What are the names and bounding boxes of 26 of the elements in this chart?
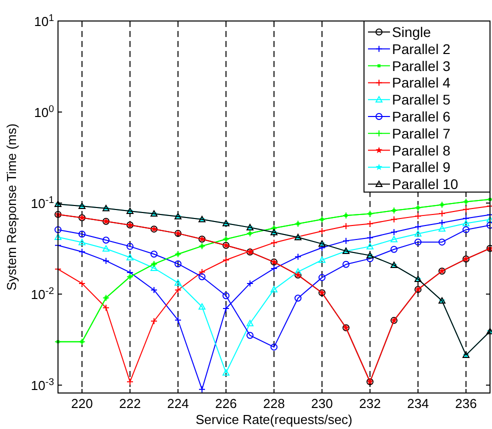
y-tick-label: 10$^{-2}$ [30,286,54,302]
x-tick-label: 222 [119,396,141,411]
legend-label: Parallel 6 [392,108,451,124]
legend-label: Parallel 8 [392,142,451,158]
legend-label: Parallel 2 [392,40,451,57]
x-tick-label: 228 [263,396,285,411]
x-axis-title: Service Rate(requests/sec) [196,412,352,427]
x-tick-label: 234 [407,396,429,411]
y-tick-label: 10$^{-3}$ [30,376,54,394]
y-tick-label: 10$^{1}$ [34,12,54,29]
x-tick-label: 230 [311,396,333,411]
legend-label: Parallel 4 [392,74,451,91]
legend-label: Parallel 9 [392,159,451,176]
x-tick-label: 220 [71,396,93,411]
legend-label: Single [392,24,432,40]
legend-label: Parallel 10 [392,176,458,192]
legend-label: Parallel 5 [392,92,451,108]
y-axis-title: System Response Time (ms) [4,124,19,290]
legend-label: Parallel 7 [392,125,451,142]
legend-label: Parallel 3 [392,58,451,74]
x-tick-label: 232 [359,396,381,411]
y-tick-label: 10$^{0}$ [34,104,55,120]
x-tick-label: 224 [167,396,189,411]
x-tick-label: 226 [215,396,237,411]
x-tick-label: 236 [455,396,477,411]
y-tick-label: 10$^{-1}$ [30,194,54,212]
